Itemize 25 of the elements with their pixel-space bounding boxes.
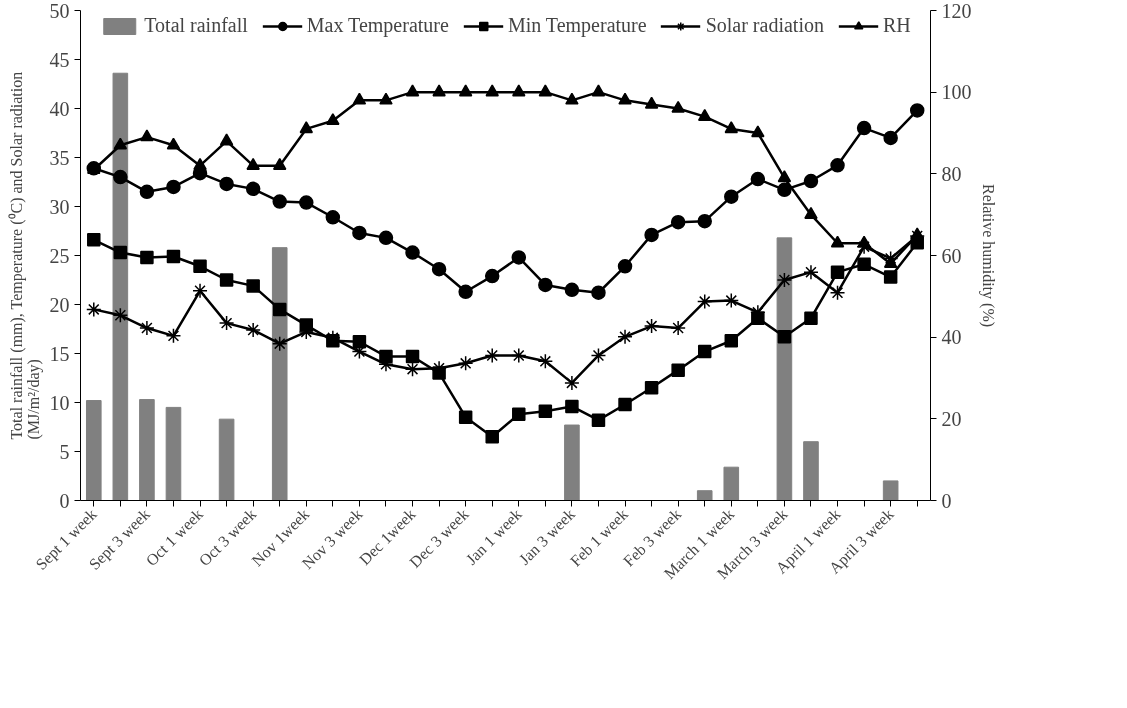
legend-label: Total rainfall — [144, 14, 248, 37]
y-tick-label: 15 — [49, 342, 70, 365]
y-tick-label: 10 — [49, 391, 70, 414]
legend-label: Solar radiation — [705, 14, 824, 37]
y-tick-label: 5 — [59, 440, 70, 463]
y-tick-label: 45 — [49, 48, 70, 71]
y2-tick-label: 0 — [941, 489, 952, 512]
y-tick-label: 25 — [49, 244, 70, 267]
y2-tick-label: 120 — [941, 0, 972, 22]
y-tick-label: 40 — [49, 97, 70, 120]
y2-axis-title: Relative humidity (%) — [978, 183, 997, 328]
y-tick-label: 35 — [49, 146, 70, 169]
y-tick-label: 20 — [49, 293, 70, 316]
legend-label: Max Temperature — [306, 14, 449, 37]
y2-tick-label: 40 — [941, 326, 962, 349]
y-tick-label: 0 — [59, 489, 70, 512]
y2-tick-label: 60 — [941, 244, 962, 267]
legend-label: RH — [882, 14, 911, 37]
y-axis-title: Total rainfall (mm), Temperature (⁰C) and Solar radiation (MJ/m²/day) — [7, 71, 43, 440]
legend-label: Min Temperature — [507, 14, 647, 37]
y2-tick-label: 20 — [941, 407, 962, 430]
y2-tick-label: 80 — [941, 162, 962, 185]
y-tick-label: 30 — [49, 195, 70, 218]
y2-tick-label: 100 — [941, 81, 972, 104]
y-tick-label: 50 — [49, 0, 70, 22]
